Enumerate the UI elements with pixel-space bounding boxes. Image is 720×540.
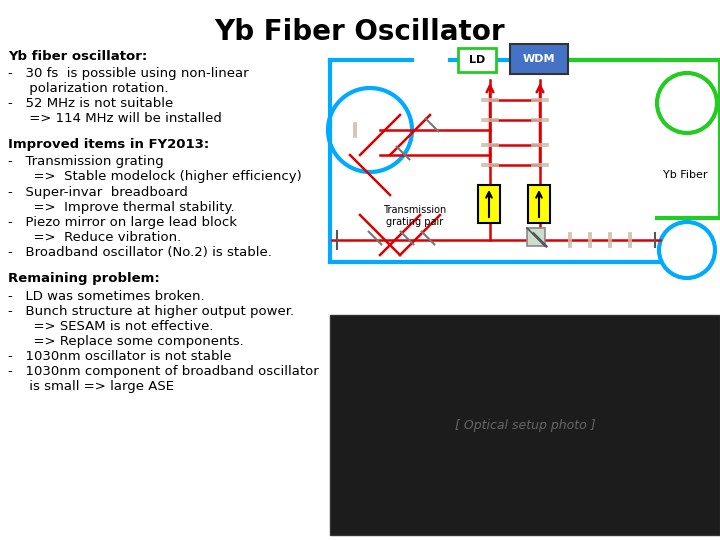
Text: -   Broadband oscillator (No.2) is stable.: - Broadband oscillator (No.2) is stable. bbox=[8, 246, 272, 259]
Bar bbox=[527, 228, 545, 246]
Text: LD: LD bbox=[469, 55, 485, 65]
Bar bbox=[510, 44, 568, 74]
Text: Remaining problem:: Remaining problem: bbox=[8, 272, 160, 285]
Text: Yb Fiber: Yb Fiber bbox=[662, 170, 707, 180]
Bar bbox=[458, 48, 496, 72]
Text: [ Optical setup photo ]: [ Optical setup photo ] bbox=[455, 418, 595, 431]
Text: =>  Stable modelock (higher efficiency): => Stable modelock (higher efficiency) bbox=[8, 170, 302, 183]
Text: -   30 fs  is possible using non-linear: - 30 fs is possible using non-linear bbox=[8, 67, 248, 80]
Bar bbox=[528, 185, 550, 223]
Text: -   Super-invar  breadboard: - Super-invar breadboard bbox=[8, 186, 188, 199]
Text: -   1030nm component of broadband oscillator: - 1030nm component of broadband oscillat… bbox=[8, 365, 319, 378]
Text: => SESAM is not effective.: => SESAM is not effective. bbox=[8, 320, 214, 333]
Text: =>  Improve thermal stability.: => Improve thermal stability. bbox=[8, 201, 235, 214]
Text: -   Bunch structure at higher output power.: - Bunch structure at higher output power… bbox=[8, 305, 294, 318]
Text: -   1030nm oscillator is not stable: - 1030nm oscillator is not stable bbox=[8, 350, 232, 363]
Bar bbox=[330, 315, 720, 535]
Text: is small => large ASE: is small => large ASE bbox=[8, 380, 174, 393]
Text: polarization rotation.: polarization rotation. bbox=[8, 82, 168, 95]
Bar bbox=[478, 185, 500, 223]
Text: -   Piezo mirror on large lead block: - Piezo mirror on large lead block bbox=[8, 216, 237, 229]
Text: -   Transmission grating: - Transmission grating bbox=[8, 155, 163, 168]
Text: Transmission
grating pair: Transmission grating pair bbox=[383, 205, 446, 227]
Text: WDM: WDM bbox=[523, 54, 555, 64]
Text: -   LD was sometimes broken.: - LD was sometimes broken. bbox=[8, 290, 204, 303]
Text: => 114 MHz will be installed: => 114 MHz will be installed bbox=[8, 112, 222, 125]
Text: Yb fiber oscillator:: Yb fiber oscillator: bbox=[8, 50, 148, 63]
Text: =>  Reduce vibration.: => Reduce vibration. bbox=[8, 231, 181, 244]
Text: -   52 MHz is not suitable: - 52 MHz is not suitable bbox=[8, 97, 174, 110]
Text: Improved items in FY2013:: Improved items in FY2013: bbox=[8, 138, 210, 151]
Text: => Replace some components.: => Replace some components. bbox=[8, 335, 244, 348]
Text: Yb Fiber Oscillator: Yb Fiber Oscillator bbox=[215, 18, 505, 46]
